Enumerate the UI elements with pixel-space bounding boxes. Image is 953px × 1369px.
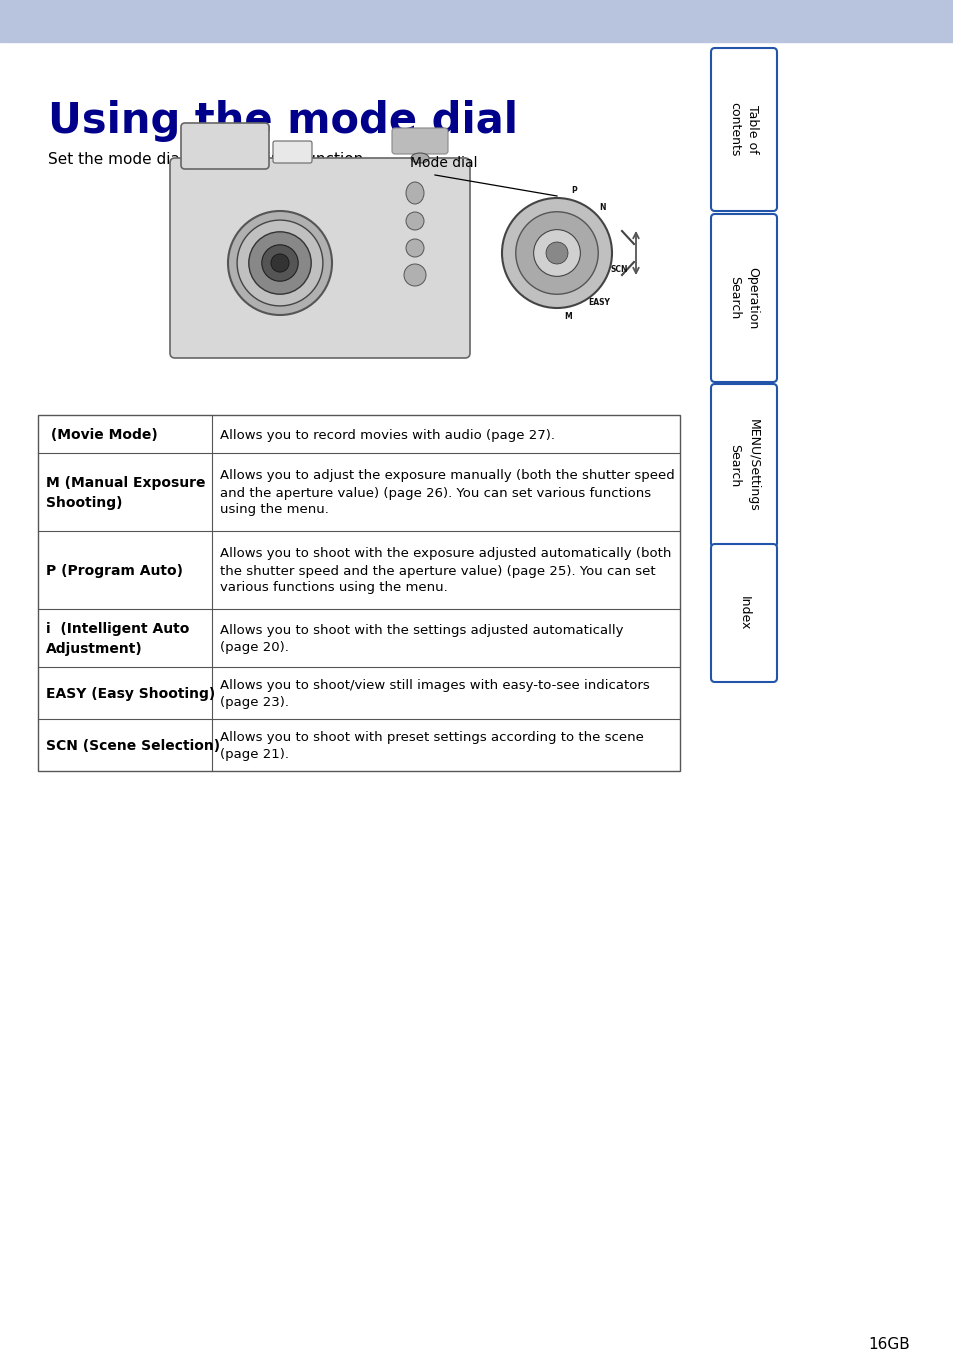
Text: Operation
Search: Operation Search <box>728 267 759 329</box>
FancyBboxPatch shape <box>710 383 776 548</box>
Bar <box>0 0 953 42</box>
Text: Allows you to shoot with the exposure adjusted automatically (both
the shutter s: Allows you to shoot with the exposure ad… <box>220 548 671 594</box>
Ellipse shape <box>237 220 322 305</box>
Text: Table of
contents: Table of contents <box>728 103 759 156</box>
Ellipse shape <box>249 231 311 294</box>
Text: Allows you to shoot with the settings adjusted automatically
(page 20).: Allows you to shoot with the settings ad… <box>220 624 623 654</box>
Text: SCN (Scene Selection): SCN (Scene Selection) <box>46 739 220 753</box>
Text: Allows you to record movies with audio (page 27).: Allows you to record movies with audio (… <box>220 428 555 441</box>
Text: N: N <box>599 203 605 212</box>
Text: Using the mode dial: Using the mode dial <box>48 100 517 142</box>
FancyBboxPatch shape <box>181 123 269 168</box>
Ellipse shape <box>545 242 567 264</box>
Text: P (Program Auto): P (Program Auto) <box>46 564 183 578</box>
Ellipse shape <box>406 212 423 230</box>
Text: Allows you to shoot with preset settings according to the scene
(page 21).: Allows you to shoot with preset settings… <box>220 731 643 761</box>
Ellipse shape <box>533 230 579 277</box>
Ellipse shape <box>261 245 298 281</box>
Text: EASY (Easy Shooting): EASY (Easy Shooting) <box>46 687 215 701</box>
Ellipse shape <box>411 153 429 163</box>
Ellipse shape <box>406 182 423 204</box>
Text: M (Manual Exposure
Shooting): M (Manual Exposure Shooting) <box>46 476 205 509</box>
Text: Allows you to adjust the exposure manually (both the shutter speed
and the apert: Allows you to adjust the exposure manual… <box>220 470 674 516</box>
Text: i  (Intelligent Auto
Adjustment): i (Intelligent Auto Adjustment) <box>46 623 190 656</box>
Text: M: M <box>564 312 572 322</box>
Ellipse shape <box>403 264 426 286</box>
FancyBboxPatch shape <box>392 127 448 153</box>
Text: 16GB: 16GB <box>867 1338 909 1353</box>
Text: SCN: SCN <box>610 266 628 274</box>
Text: Index: Index <box>737 596 750 630</box>
FancyBboxPatch shape <box>710 48 776 211</box>
Ellipse shape <box>501 199 612 308</box>
Text: P: P <box>570 186 576 194</box>
FancyBboxPatch shape <box>170 157 470 359</box>
Text: Allows you to shoot/view still images with easy-to-see indicators
(page 23).: Allows you to shoot/view still images wi… <box>220 679 649 709</box>
Text: (Movie Mode): (Movie Mode) <box>46 428 157 442</box>
FancyBboxPatch shape <box>710 543 776 682</box>
Text: MENU/Settings
Search: MENU/Settings Search <box>728 419 759 512</box>
Ellipse shape <box>228 211 332 315</box>
FancyBboxPatch shape <box>273 141 312 163</box>
Text: Set the mode dial to the desired function.: Set the mode dial to the desired functio… <box>48 152 368 167</box>
Text: Mode dial: Mode dial <box>410 156 477 170</box>
Ellipse shape <box>516 212 598 294</box>
Ellipse shape <box>406 240 423 257</box>
Ellipse shape <box>271 253 289 272</box>
Text: EASY: EASY <box>587 298 609 307</box>
FancyBboxPatch shape <box>710 214 776 382</box>
Bar <box>38 415 679 771</box>
